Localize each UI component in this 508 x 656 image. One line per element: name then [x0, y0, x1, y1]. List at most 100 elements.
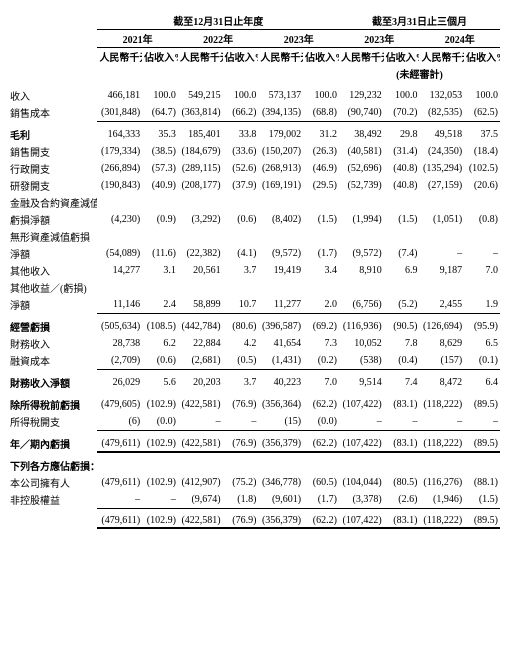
cell: 2.0 [303, 296, 339, 313]
cell: 3.4 [303, 262, 339, 279]
cell: 573,137 [258, 82, 303, 104]
cell: (356,379) [258, 430, 303, 452]
cell: – [384, 413, 420, 430]
cell: (88.1) [464, 474, 500, 491]
cell: (40.9) [142, 177, 178, 194]
cell: (479,611) [97, 474, 142, 491]
cell: (54,089) [97, 245, 142, 262]
cell: (52.6) [223, 160, 259, 177]
cell: 10,052 [339, 335, 384, 352]
cell: (57.3) [142, 160, 178, 177]
row-fin_impair: 虧損淨額(4,230)(0.9)(3,292)(0.6)(8,402)(1.5)… [8, 211, 500, 228]
label-net_loss: 年／期內虧損 [8, 430, 97, 452]
cell: (116,276) [419, 474, 464, 491]
cell [303, 279, 339, 296]
hdr-q2023: 2023年 [339, 30, 419, 48]
cell: (40.8) [384, 160, 420, 177]
label-intang_lbl: 無形資產減值虧損 [8, 228, 97, 245]
label-owners: 本公司擁有人 [8, 474, 97, 491]
cell: (62.5) [464, 104, 500, 121]
cell: (9,572) [258, 245, 303, 262]
cell: (1,051) [419, 211, 464, 228]
cell: (107,422) [339, 391, 384, 413]
cell [303, 452, 339, 474]
cell: (394,135) [258, 104, 303, 121]
cell: 5.6 [142, 369, 178, 391]
cell: (1.7) [303, 491, 339, 508]
cell: 3.1 [142, 262, 178, 279]
cell [419, 194, 464, 211]
cell: 185,401 [178, 121, 223, 143]
cell: – [464, 413, 500, 430]
cell: (9,674) [178, 491, 223, 508]
hdr-2022: 2022年 [178, 30, 258, 48]
cell: (169,191) [258, 177, 303, 194]
cell: 7.3 [303, 335, 339, 352]
cell: (83.1) [384, 430, 420, 452]
cell: – [178, 413, 223, 430]
cell: 129,232 [339, 82, 384, 104]
cell: (0.0) [142, 413, 178, 430]
cell: 9,514 [339, 369, 384, 391]
cell: (356,364) [258, 391, 303, 413]
cell: 28,738 [97, 335, 142, 352]
hdr-2021: 2021年 [97, 30, 177, 48]
cell: (9,572) [339, 245, 384, 262]
cell: (479,605) [97, 391, 142, 413]
cell: (11.6) [142, 245, 178, 262]
cell: (26.3) [303, 143, 339, 160]
cell: (22,382) [178, 245, 223, 262]
cell: (135,294) [419, 160, 464, 177]
cell: (75.2) [223, 474, 259, 491]
financial-table: 截至12月31日止年度 截至3月31日止三個月 2021年 2022年 2023… [8, 12, 500, 529]
cell: – [142, 491, 178, 508]
cell: 100.0 [142, 82, 178, 104]
cell: 11,146 [97, 296, 142, 313]
cell [178, 279, 223, 296]
label-op_loss: 經營虧損 [8, 313, 97, 335]
cell: 6.5 [464, 335, 500, 352]
cell: (89.5) [464, 430, 500, 452]
cell: 8,472 [419, 369, 464, 391]
cell: (102.5) [464, 160, 500, 177]
cell: (27,159) [419, 177, 464, 194]
cell [178, 194, 223, 211]
cell [339, 452, 384, 474]
row-attrib_hdr: 下列各方應佔虧損： [8, 452, 500, 474]
cell: (126,694) [419, 313, 464, 335]
cell: 549,215 [178, 82, 223, 104]
cell: (70.2) [384, 104, 420, 121]
cell: (479,611) [97, 508, 142, 528]
cell: (289,115) [178, 160, 223, 177]
row-op_loss: 經營虧損(505,634)(108.5)(442,784)(80.6)(396,… [8, 313, 500, 335]
cell [258, 228, 303, 245]
row-fin_inc: 財務收入28,7386.222,8844.241,6547.310,0527.8… [8, 335, 500, 352]
row-net_loss: 年／期內虧損(479,611)(102.9)(422,581)(76.9)(35… [8, 430, 500, 452]
cell: (40.8) [384, 177, 420, 194]
cell: (33.6) [223, 143, 259, 160]
cell [258, 452, 303, 474]
cell: (83.1) [384, 391, 420, 413]
cell: (76.9) [223, 508, 259, 528]
cell: 100.0 [223, 82, 259, 104]
cell: (8,402) [258, 211, 303, 228]
cell: (95.9) [464, 313, 500, 335]
cell [142, 228, 178, 245]
label-pbt: 除所得稅前虧損 [8, 391, 97, 413]
cell: (179,334) [97, 143, 142, 160]
cell: 8,629 [419, 335, 464, 352]
cell [142, 194, 178, 211]
cell: (422,581) [178, 508, 223, 528]
cell: (268,913) [258, 160, 303, 177]
cell [464, 279, 500, 296]
cell: 20,203 [178, 369, 223, 391]
cell: 8,910 [339, 262, 384, 279]
cell: (62.2) [303, 508, 339, 528]
cell: (80.5) [384, 474, 420, 491]
cell: (76.9) [223, 391, 259, 413]
cell: – [223, 413, 259, 430]
cell: (5.2) [384, 296, 420, 313]
cell: (90.5) [384, 313, 420, 335]
row-total: (479,611)(102.9)(422,581)(76.9)(356,379)… [8, 508, 500, 528]
cell: (1,994) [339, 211, 384, 228]
